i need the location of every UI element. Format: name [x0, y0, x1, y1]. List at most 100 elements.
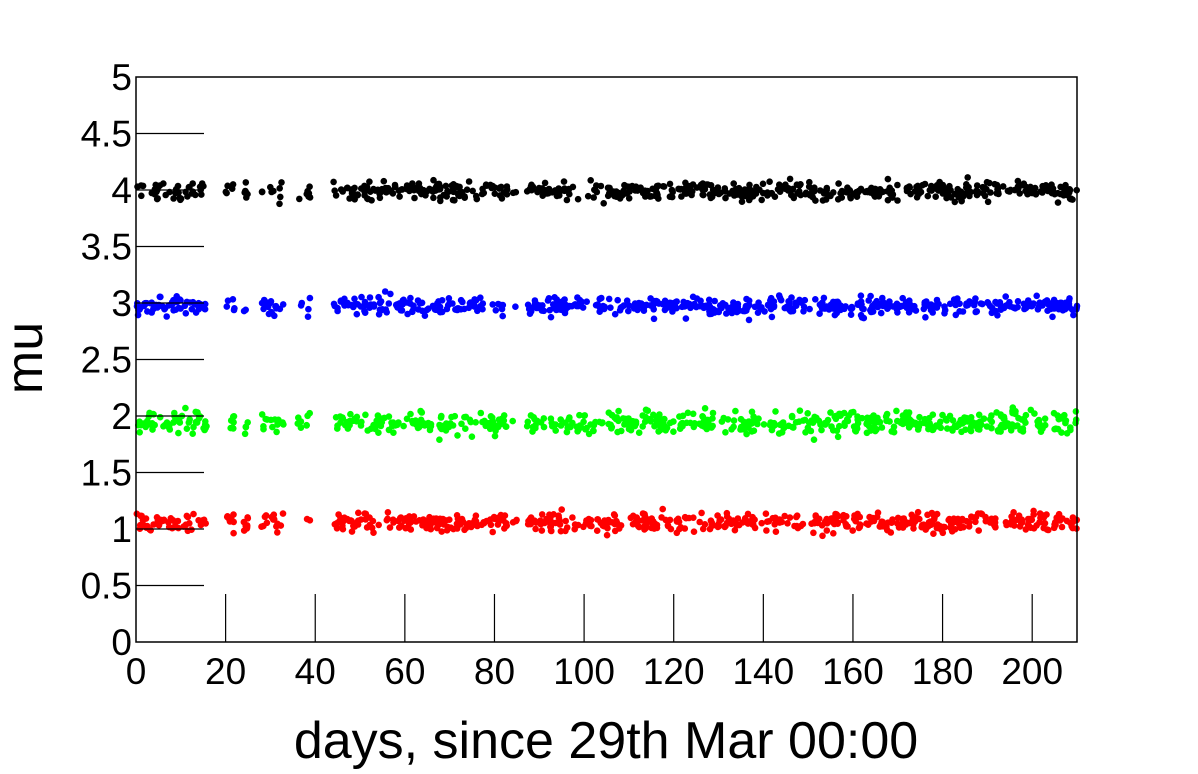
data-point	[781, 304, 789, 312]
data-point	[432, 183, 440, 191]
data-point	[448, 413, 455, 421]
data-point	[499, 312, 507, 320]
data-point	[884, 175, 892, 183]
data-point	[643, 301, 650, 309]
data-point	[222, 188, 230, 196]
data-point	[870, 190, 877, 198]
data-point	[857, 185, 865, 193]
data-point	[669, 188, 676, 196]
data-point	[957, 416, 965, 424]
data-point	[939, 411, 946, 419]
data-point	[770, 298, 778, 305]
data-point	[1066, 195, 1074, 202]
data-point	[415, 180, 423, 187]
data-point	[810, 529, 817, 537]
data-point	[227, 417, 235, 424]
data-point	[648, 193, 655, 200]
data-point	[722, 194, 729, 202]
data-point	[827, 409, 834, 416]
data-point	[163, 313, 170, 320]
data-point	[509, 189, 517, 197]
data-point	[933, 510, 941, 518]
data-point	[594, 301, 602, 308]
data-point	[268, 309, 276, 317]
data-point	[267, 299, 274, 307]
data-point	[852, 517, 859, 525]
data-point	[533, 417, 541, 425]
data-point	[442, 182, 450, 190]
data-point	[664, 521, 672, 529]
data-point	[890, 428, 898, 436]
data-point	[836, 422, 843, 430]
data-point	[965, 523, 973, 530]
data-point	[344, 184, 351, 192]
data-point	[587, 177, 594, 184]
data-point	[361, 182, 368, 190]
data-point	[586, 522, 594, 530]
data-point	[436, 436, 443, 444]
data-point	[642, 524, 650, 532]
data-point	[868, 414, 876, 422]
data-point	[789, 423, 796, 431]
data-point	[944, 425, 951, 432]
data-point	[771, 421, 779, 429]
data-point	[781, 512, 788, 520]
data-point	[224, 297, 232, 305]
data-point	[258, 188, 266, 195]
data-point	[1062, 417, 1070, 424]
data-point	[684, 409, 692, 417]
data-point	[343, 418, 351, 426]
data-point	[753, 183, 760, 191]
data-point	[650, 411, 657, 419]
data-point	[383, 516, 391, 524]
data-point	[399, 186, 406, 193]
data-point	[670, 418, 677, 425]
data-point	[278, 179, 285, 186]
data-point	[576, 422, 584, 429]
data-point	[617, 522, 625, 529]
data-point	[733, 191, 741, 198]
data-point	[151, 421, 158, 429]
data-point	[955, 193, 962, 201]
data-point	[225, 515, 233, 522]
data-point	[823, 187, 830, 194]
data-point	[758, 196, 765, 204]
data-point	[1066, 295, 1073, 302]
y-tick-label: 1	[111, 509, 132, 550]
data-point	[382, 306, 390, 313]
data-point	[721, 522, 728, 530]
data-point	[760, 421, 768, 428]
data-point	[268, 188, 275, 196]
data-point	[529, 183, 537, 191]
data-point	[963, 181, 970, 188]
data-point	[776, 188, 784, 195]
data-point	[545, 295, 553, 302]
data-point	[497, 301, 504, 309]
data-point	[924, 511, 931, 519]
data-point	[786, 514, 794, 521]
data-point	[1022, 411, 1030, 419]
data-point	[479, 305, 486, 313]
data-point	[452, 182, 460, 190]
data-point	[562, 419, 569, 427]
data-point	[295, 414, 302, 422]
data-point	[611, 519, 619, 526]
data-point	[917, 188, 925, 196]
data-point	[376, 306, 384, 314]
y-tick-label: 4	[111, 170, 132, 211]
data-point	[949, 417, 957, 424]
data-point	[1010, 509, 1017, 516]
y-tick-label: 1.5	[81, 453, 132, 494]
data-point	[479, 185, 486, 193]
data-point	[871, 424, 878, 432]
data-point	[701, 405, 709, 412]
data-point	[453, 512, 461, 519]
data-point	[347, 410, 354, 418]
data-point	[185, 183, 193, 191]
data-point	[867, 308, 875, 316]
data-point	[402, 515, 410, 522]
data-point	[626, 302, 633, 310]
data-point	[818, 426, 825, 434]
data-point	[750, 427, 758, 435]
data-point	[183, 512, 191, 520]
